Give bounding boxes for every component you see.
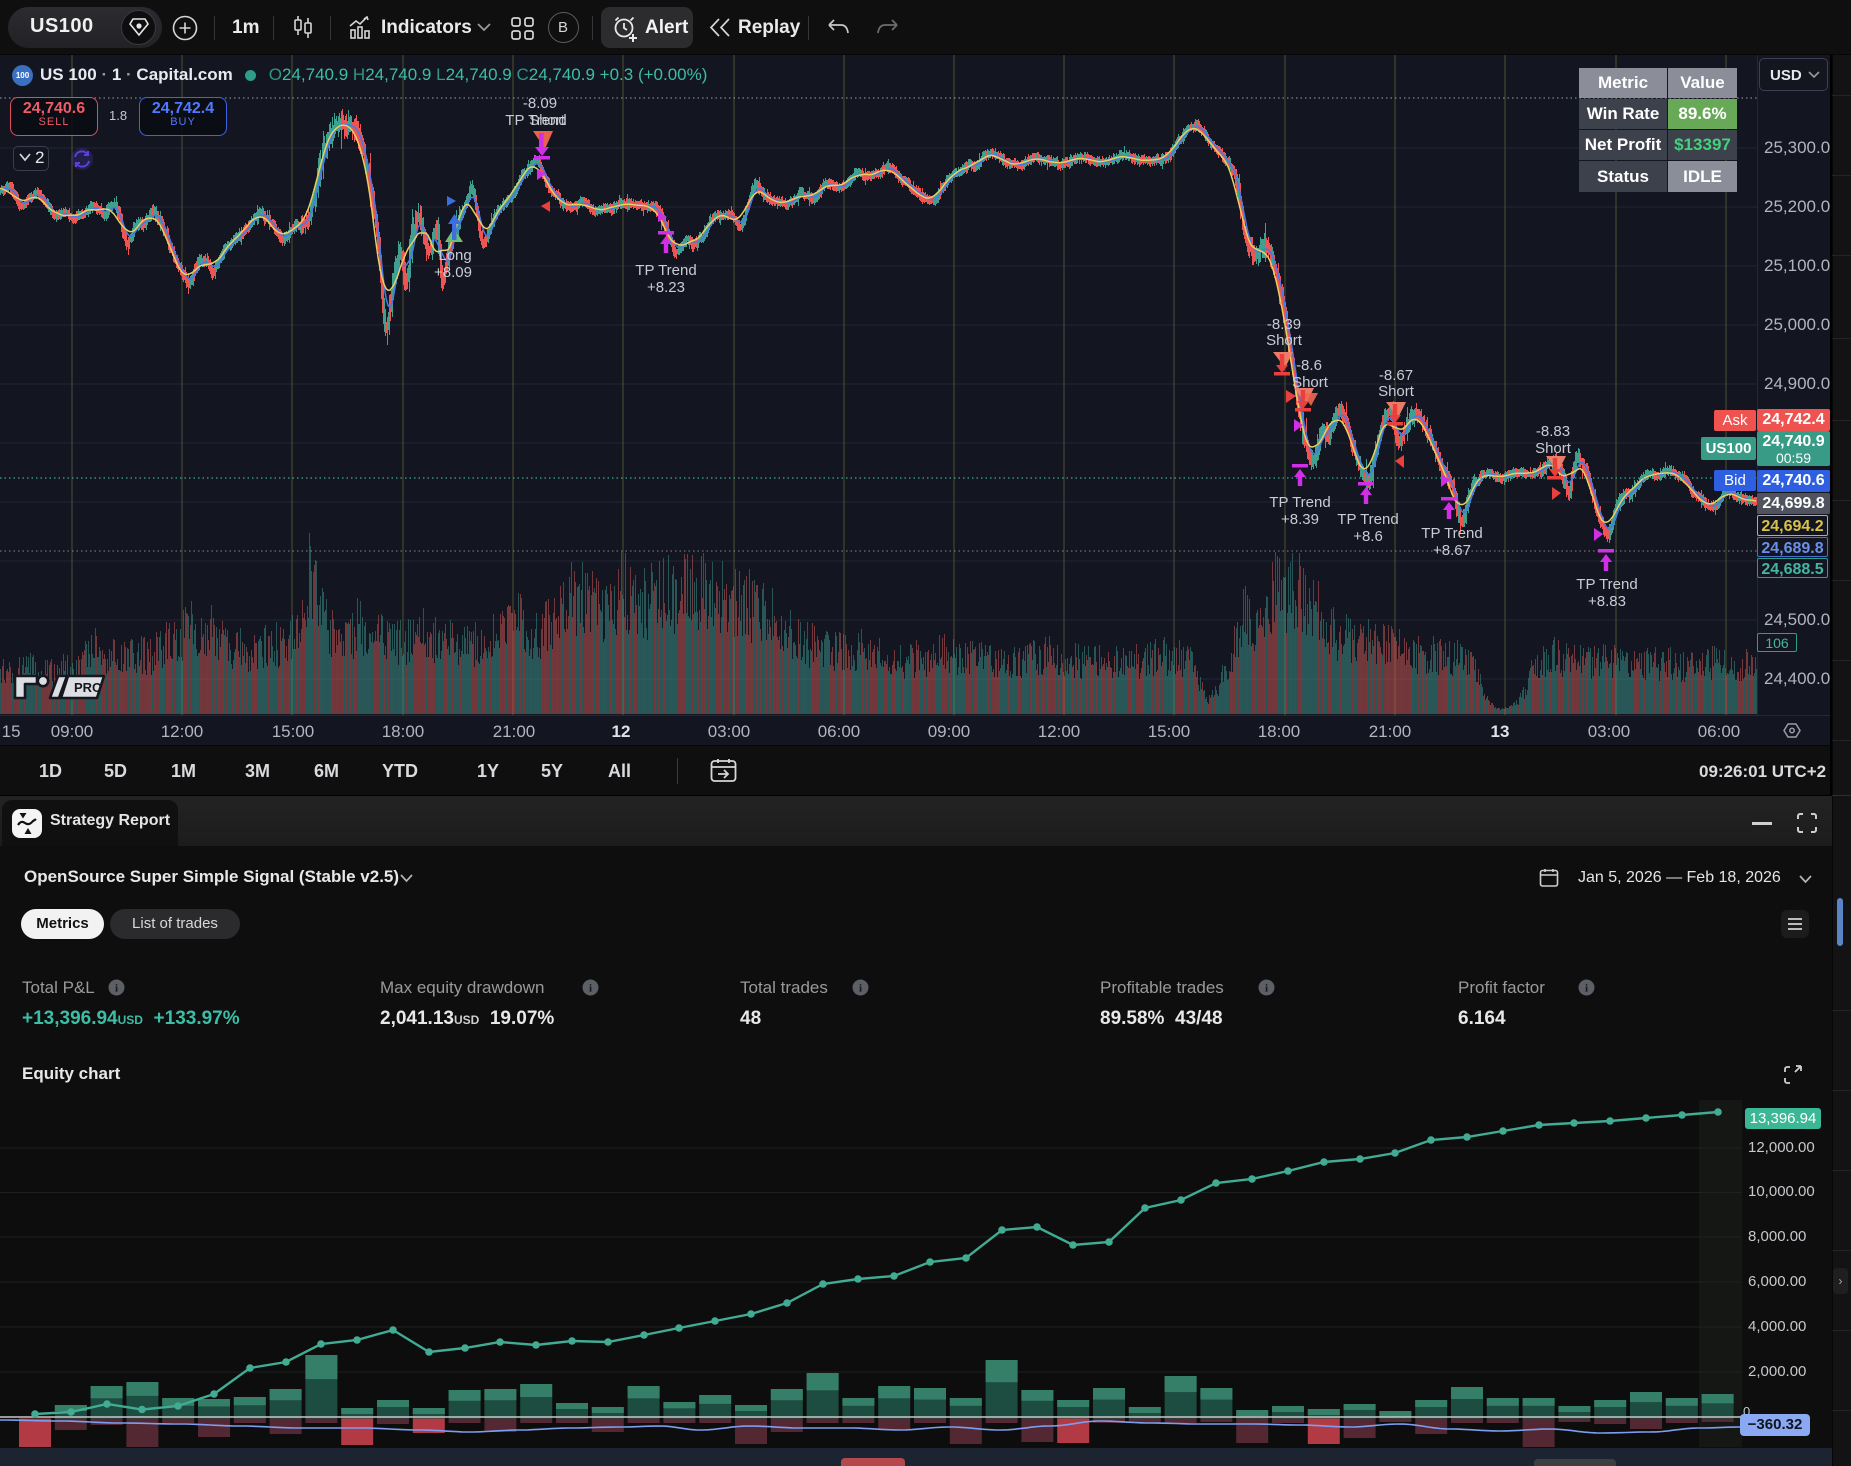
svg-text:i: i [1585, 983, 1588, 995]
svg-text:-8.83: -8.83 [1536, 423, 1570, 440]
svg-text:+8.09: +8.09 [434, 264, 472, 281]
svg-text:Short: Short [1292, 374, 1329, 391]
svg-text:TP Trend: TP Trend [1269, 494, 1330, 511]
svg-text:i: i [1265, 983, 1268, 995]
svg-text:+8.39: +8.39 [1281, 511, 1319, 528]
svg-text:+8.6: +8.6 [1353, 528, 1383, 545]
svg-text:Short: Short [1266, 332, 1303, 349]
svg-text:Long: Long [438, 247, 471, 264]
svg-text:i: i [589, 983, 592, 995]
svg-text:+8.83: +8.83 [1588, 593, 1626, 610]
svg-text:PRO: PRO [74, 680, 102, 695]
svg-text:TP Trend: TP Trend [1421, 525, 1482, 542]
svg-text:-8.09: -8.09 [523, 95, 557, 112]
svg-text:Short: Short [1378, 383, 1415, 400]
svg-text:Short: Short [1535, 440, 1572, 457]
svg-text:+8.23: +8.23 [647, 279, 685, 296]
svg-text:TP Trend: TP Trend [505, 112, 566, 129]
svg-text:TP Trend: TP Trend [635, 262, 696, 279]
svg-text:TP Trend: TP Trend [1337, 511, 1398, 528]
svg-text:Short: Short [529, 112, 566, 129]
svg-text:i: i [115, 983, 118, 995]
svg-text:+8.67: +8.67 [1433, 542, 1471, 559]
svg-text:-8.67: -8.67 [1379, 367, 1413, 384]
svg-text:i: i [859, 983, 862, 995]
svg-text:-8.6: -8.6 [1296, 357, 1322, 374]
svg-text:TP Trend: TP Trend [1576, 576, 1637, 593]
svg-text:-8.39: -8.39 [1267, 316, 1301, 333]
